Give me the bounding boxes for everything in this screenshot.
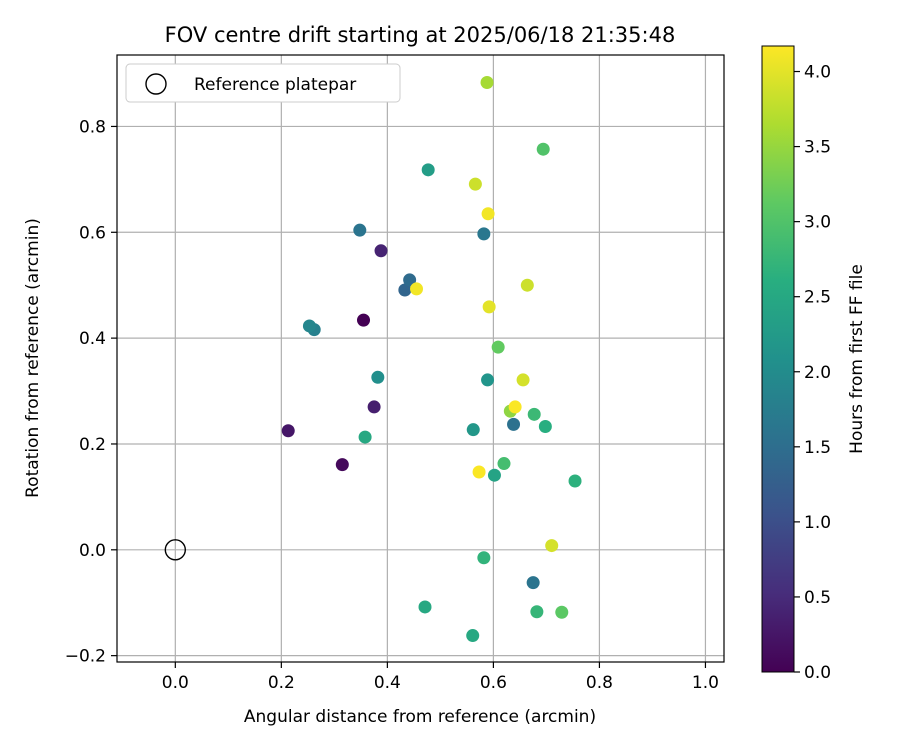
- data-point: [530, 605, 544, 619]
- y-tick-label: −0.2: [65, 647, 106, 667]
- data-point: [507, 417, 521, 431]
- data-point: [410, 282, 424, 296]
- x-tick-label: 0.6: [480, 673, 507, 693]
- data-point: [497, 457, 511, 471]
- colorbar: 0.0 0.5 1.0 1.5 2.0 2.5 3.0 3.5 4.0 Hours from f…: [761, 45, 867, 683]
- x-tick-label: 0.2: [268, 673, 295, 693]
- y-tick-label: 0.2: [79, 435, 106, 455]
- data-points: [281, 76, 582, 643]
- reference-platepar-marker: [164, 539, 187, 561]
- y-axis-label: Rotation from reference (arcmin): [23, 218, 43, 498]
- data-point: [477, 227, 491, 241]
- x-tick-label: 1.0: [692, 673, 719, 693]
- data-point: [477, 551, 491, 565]
- colorbar-gradient: [761, 45, 795, 673]
- legend-box: [125, 63, 401, 103]
- legend-marker-reference: [145, 73, 167, 95]
- y-tick-label: 0.4: [79, 329, 106, 349]
- colorbar-tick-label: 4.0: [804, 63, 831, 83]
- data-point: [482, 300, 496, 314]
- data-point: [374, 244, 388, 258]
- data-point: [281, 424, 295, 438]
- x-axis-ticks: 0.0 0.2 0.4 0.6 0.8 1.0: [162, 662, 719, 693]
- x-tick-label: 0.4: [374, 673, 401, 693]
- plot-frame: [116, 54, 725, 663]
- colorbar-tick-label: 0.0: [804, 663, 831, 683]
- data-point: [367, 400, 381, 414]
- data-point: [302, 319, 316, 333]
- y-axis-ticks: −0.2 0.0 0.2 0.4 0.6 0.8: [65, 117, 117, 667]
- y-tick-label: 0.6: [79, 223, 106, 243]
- x-tick-label: 0.8: [586, 673, 613, 693]
- data-point: [481, 373, 495, 387]
- data-point: [538, 420, 552, 434]
- data-point: [353, 223, 367, 237]
- data-point: [480, 76, 494, 90]
- y-tick-label: 0.0: [79, 541, 106, 561]
- data-point: [468, 177, 482, 191]
- data-point: [398, 283, 412, 297]
- data-point: [472, 465, 486, 479]
- data-point: [481, 207, 495, 221]
- y-tick-label: 0.8: [79, 117, 106, 137]
- data-point: [568, 474, 582, 488]
- data-point: [526, 576, 540, 590]
- data-point: [335, 458, 349, 472]
- colorbar-tick-label: 2.5: [804, 288, 831, 308]
- data-point: [418, 600, 432, 614]
- data-point: [536, 142, 550, 156]
- data-point: [358, 430, 372, 444]
- colorbar-tick-label: 1.0: [804, 513, 831, 533]
- grid: [117, 55, 724, 662]
- data-point: [491, 340, 505, 354]
- chart-title: FOV centre drift starting at 2025/06/18 …: [165, 23, 676, 47]
- data-point: [527, 407, 541, 421]
- data-point: [520, 278, 534, 292]
- data-point: [466, 629, 480, 643]
- data-point: [555, 605, 569, 619]
- data-point: [516, 373, 530, 387]
- colorbar-label: Hours from first FF file: [847, 264, 867, 454]
- data-point: [371, 370, 385, 384]
- data-point: [487, 468, 501, 482]
- colorbar-tick-label: 3.0: [804, 213, 831, 233]
- colorbar-tick-label: 2.0: [804, 363, 831, 383]
- data-point: [403, 273, 417, 287]
- legend: Reference platepar: [125, 63, 401, 103]
- data-point: [545, 539, 559, 553]
- legend-label-reference: Reference platepar: [194, 75, 356, 95]
- data-point: [357, 313, 371, 327]
- data-point: [421, 163, 435, 177]
- colorbar-tick-label: 3.5: [804, 138, 831, 158]
- data-point: [466, 423, 480, 437]
- colorbar-ticks: 0.0 0.5 1.0 1.5 2.0 2.5 3.0 3.5 4.0: [794, 63, 831, 683]
- data-point: [508, 400, 522, 414]
- colorbar-tick-label: 1.5: [804, 438, 831, 458]
- x-tick-label: 0.0: [162, 673, 189, 693]
- x-axis-label: Angular distance from reference (arcmin): [244, 707, 596, 727]
- colorbar-tick-label: 0.5: [804, 588, 831, 608]
